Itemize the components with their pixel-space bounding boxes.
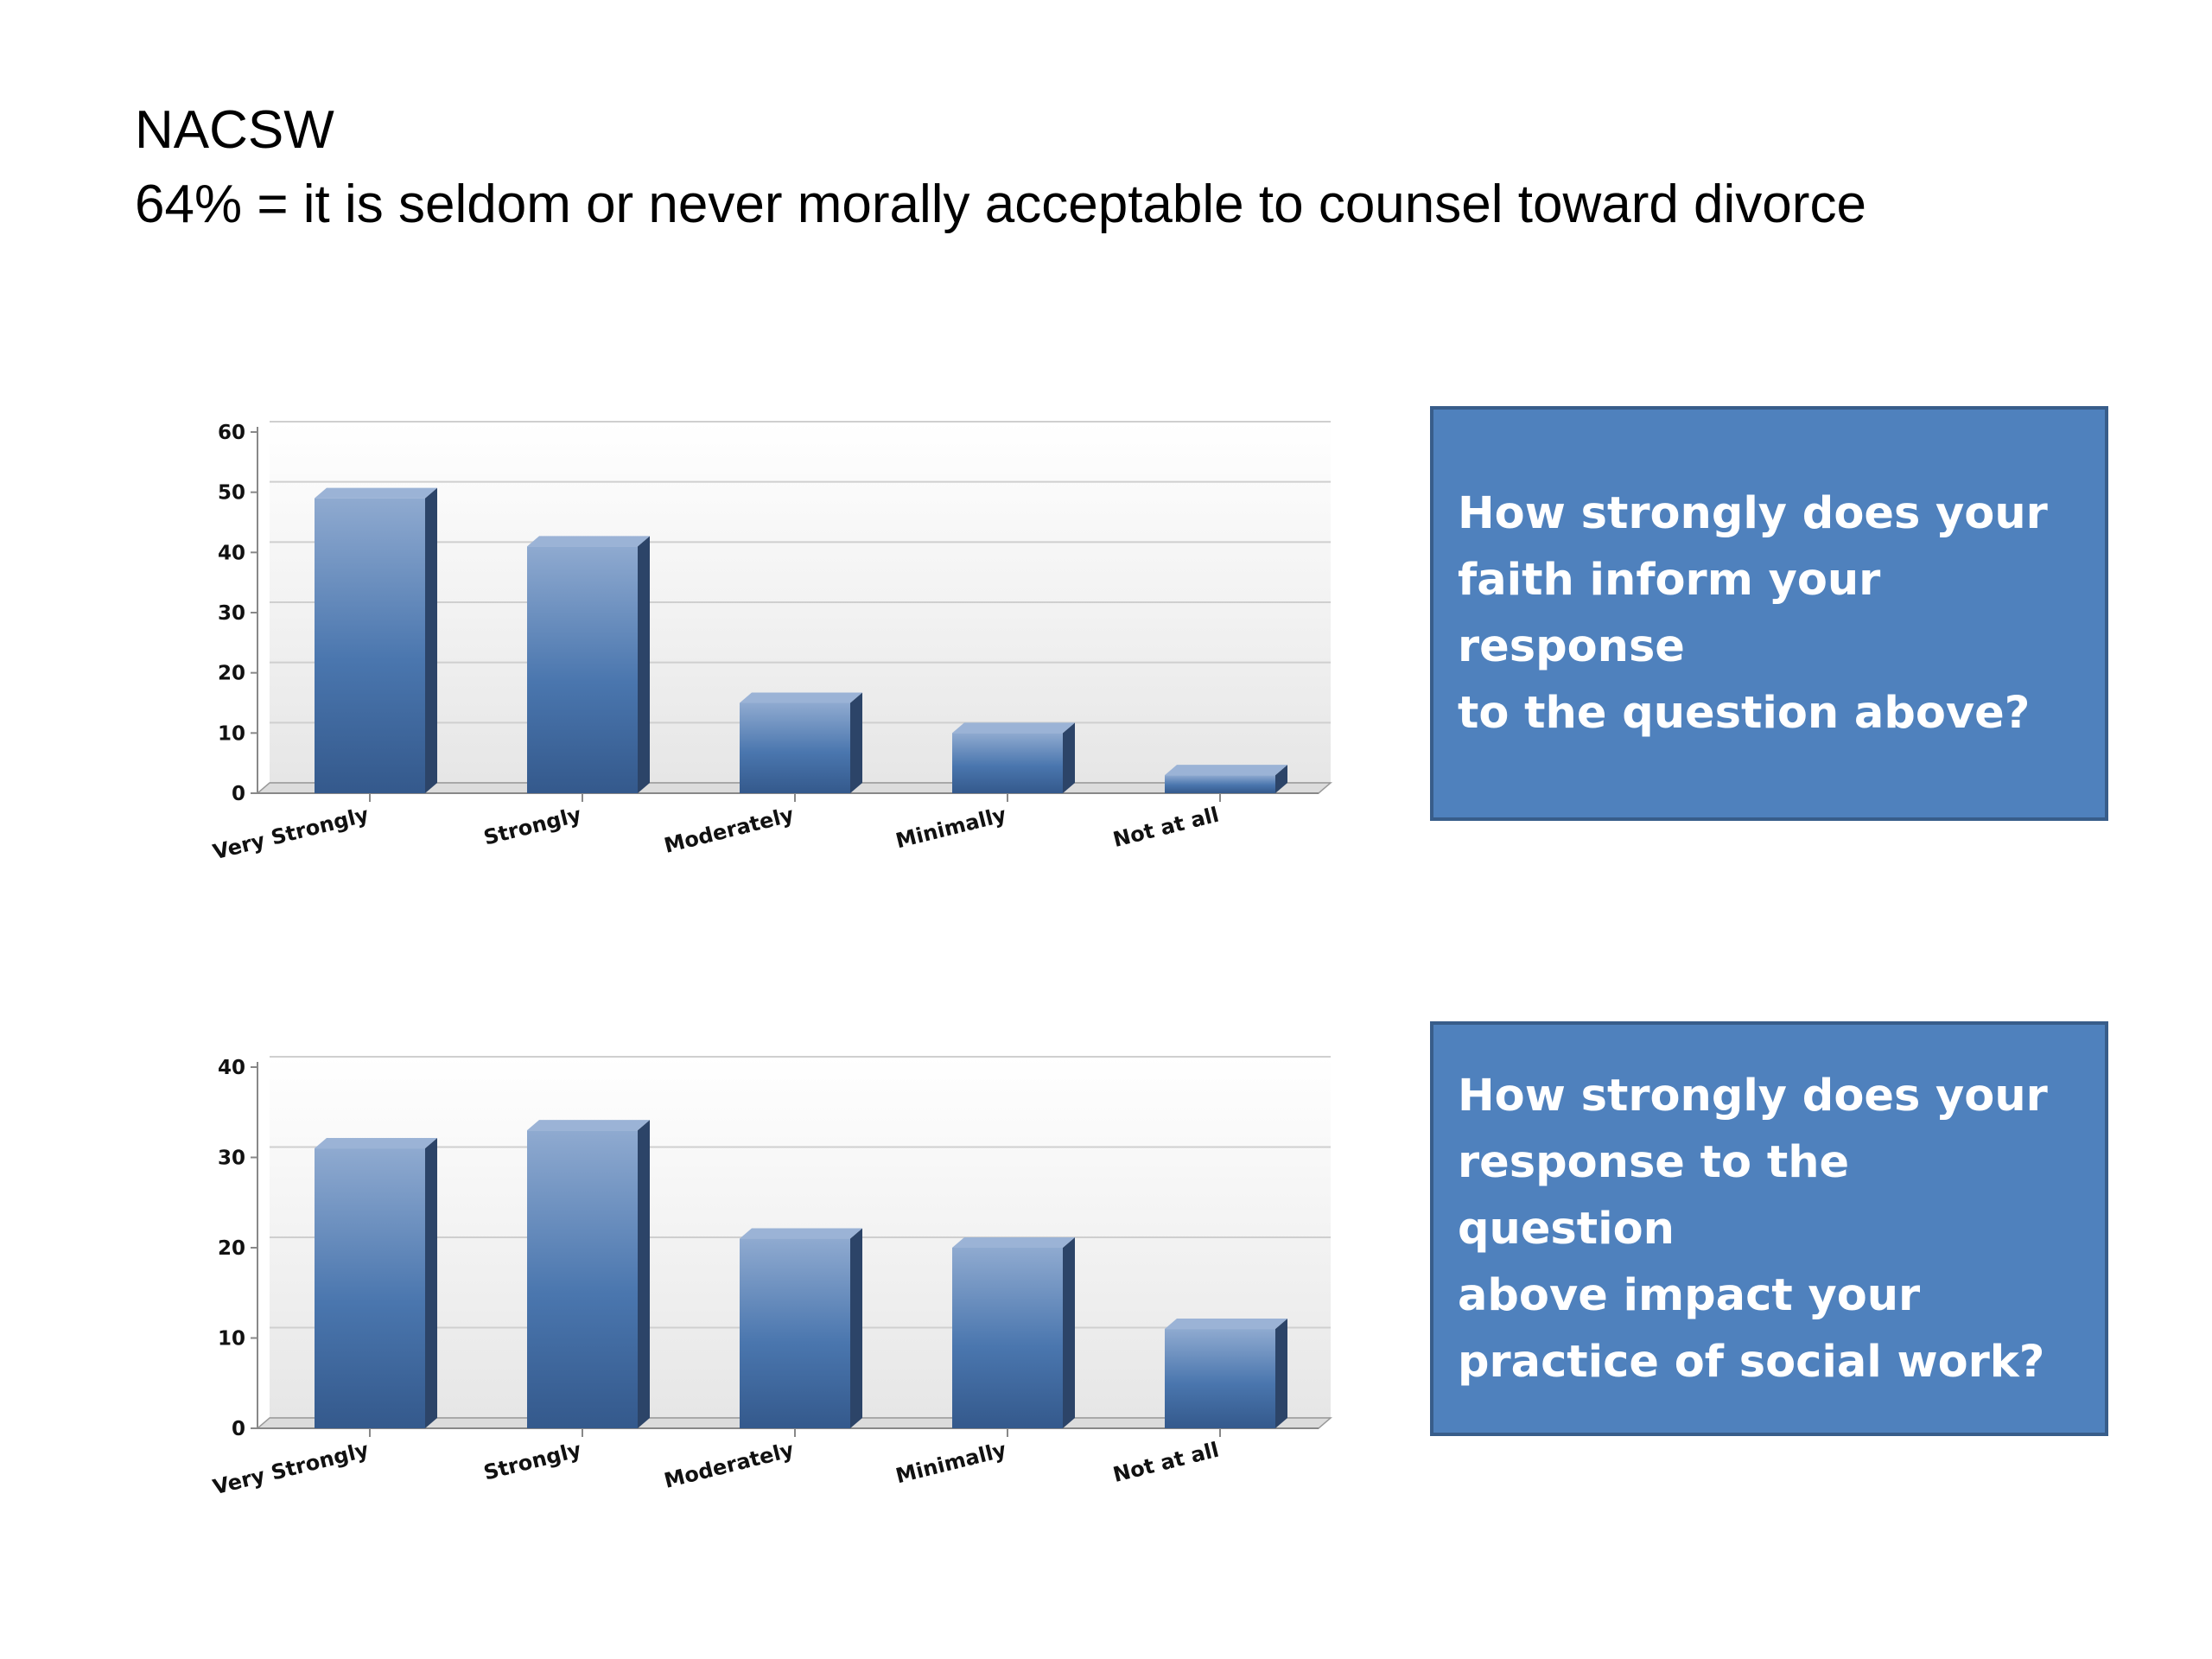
bar — [740, 1228, 862, 1428]
bar — [315, 1138, 437, 1428]
bar-front — [315, 498, 425, 793]
bar-top — [952, 722, 1075, 734]
question-line: to the question above? — [1458, 688, 2031, 739]
bar-top — [952, 1237, 1075, 1248]
bar — [952, 1237, 1075, 1428]
x-category-label: Minimally — [893, 1438, 1009, 1489]
bar-front — [952, 1248, 1063, 1428]
x-category-label: Very Strongly — [211, 803, 372, 865]
bar-top — [527, 536, 650, 547]
y-tick-label: 40 — [218, 1057, 245, 1079]
x-category-label: Strongly — [481, 1438, 584, 1485]
question-text: How strongly does your response to the q… — [1458, 1063, 2081, 1395]
x-category-label: Moderately — [662, 1438, 797, 1493]
bar-side — [1063, 722, 1075, 793]
y-tick-label: 10 — [218, 1328, 245, 1351]
bar-front — [740, 1238, 850, 1428]
bar-side — [425, 1138, 437, 1428]
bar-side — [850, 692, 862, 793]
question-text: How strongly does your faith inform your… — [1458, 480, 2081, 747]
bar — [527, 1120, 650, 1428]
bar — [527, 536, 650, 793]
bar — [315, 487, 437, 793]
slide-title-line-1: NACSW — [135, 100, 334, 160]
slide-title-line-2: 64% = it is seldom or never morally acce… — [135, 175, 1866, 234]
y-tick-label: 10 — [218, 722, 245, 745]
bar-top — [1165, 765, 1287, 776]
bar-side — [850, 1228, 862, 1428]
y-tick-label: 20 — [218, 1237, 245, 1260]
bar-front — [527, 546, 638, 793]
bar-top — [315, 487, 437, 499]
y-tick-label: 50 — [218, 482, 245, 505]
slide-title: NACSW 64% = it is seldom or never morall… — [135, 93, 1866, 242]
bar-top — [527, 1120, 650, 1131]
bar-side — [1275, 765, 1287, 793]
bar-side — [425, 487, 437, 793]
y-tick-label: 0 — [232, 783, 245, 805]
y-tick-label: 60 — [218, 422, 245, 444]
bar-front — [952, 733, 1063, 793]
x-category-label: Strongly — [481, 803, 584, 850]
question-line: How strongly does your — [1458, 488, 2048, 539]
bar — [1165, 765, 1287, 793]
question-box-practice-impact: How strongly does your response to the q… — [1430, 1021, 2108, 1436]
bar-front — [740, 702, 850, 793]
bar-side — [638, 536, 650, 793]
bar-front — [315, 1148, 425, 1428]
chart-faith-inform: 0 10 20 30 40 50 60 Very Strongly Strongly Modera… — [211, 421, 1333, 865]
bar — [952, 722, 1075, 793]
bar-side — [1275, 1319, 1287, 1428]
bar-front — [527, 1130, 638, 1428]
bar-front — [1165, 775, 1275, 793]
y-tick-label: 0 — [232, 1418, 245, 1440]
bar — [740, 692, 862, 793]
y-tick-label: 30 — [218, 1147, 245, 1170]
bar-front — [1165, 1329, 1275, 1428]
question-line: How strongly does your — [1458, 1070, 2048, 1122]
x-category-label: Not at all — [1110, 803, 1221, 852]
bar-top — [315, 1138, 437, 1149]
question-line: faith inform your response — [1458, 555, 1881, 672]
question-line: above impact your — [1458, 1269, 1921, 1321]
question-line: practice of social work? — [1458, 1336, 2045, 1388]
question-box-faith-inform: How strongly does your faith inform your… — [1430, 406, 2108, 821]
question-line: response to the question — [1458, 1136, 1850, 1255]
y-tick-label: 30 — [218, 602, 245, 625]
bar-top — [1165, 1319, 1287, 1330]
bar-side — [1063, 1237, 1075, 1428]
bar-top — [740, 1228, 862, 1239]
chart-practice-impact: 0 10 20 30 40 Very Strongly Strongly Moderately… — [211, 1056, 1333, 1500]
x-category-label: Very Strongly — [211, 1438, 372, 1500]
y-tick-label: 40 — [218, 542, 245, 564]
bar-top — [740, 692, 862, 703]
x-category-label: Not at all — [1110, 1438, 1221, 1487]
y-tick-label: 20 — [218, 663, 245, 685]
x-category-label: Minimally — [893, 803, 1009, 854]
x-category-label: Moderately — [662, 803, 797, 858]
bar-side — [638, 1120, 650, 1428]
bar — [1165, 1319, 1287, 1428]
